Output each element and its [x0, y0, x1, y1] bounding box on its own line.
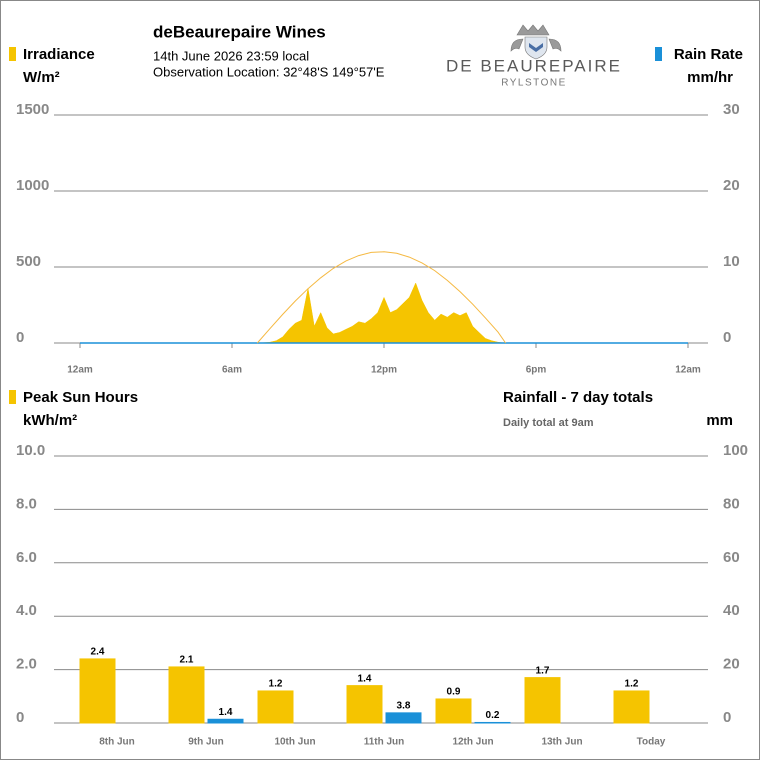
y2-tick-label: 20: [723, 656, 740, 673]
chart-subtitle: Daily total at 9am: [503, 417, 594, 429]
x-tick-label: 6pm: [526, 365, 547, 376]
x-tick-label: 12am: [67, 365, 93, 376]
y2-tick-label: 0: [723, 329, 731, 346]
bar: [346, 685, 383, 724]
x-tick-label: 11th Jun: [364, 737, 405, 748]
y-axis-label: W/m²: [23, 69, 60, 86]
x-tick-label: 9th Jun: [188, 737, 224, 748]
value-label: 0.2: [486, 710, 500, 721]
y-tick-label: 2.0: [16, 656, 37, 673]
y2-tick-label: 10: [723, 253, 740, 270]
y-tick-label: 10.0: [16, 442, 45, 459]
bar: [613, 690, 650, 724]
y-tick-label: 6.0: [16, 549, 37, 566]
y-tick-label: 1000: [16, 177, 49, 194]
logo-place: RYLSTONE: [501, 78, 567, 89]
irradiance-area: [257, 282, 505, 344]
timestamp: 14th June 2026 23:59 local: [153, 48, 309, 63]
y2-tick-label: 60: [723, 549, 740, 566]
legend-label: Irradiance: [23, 46, 95, 63]
value-label: 2.4: [91, 647, 105, 658]
bar: [435, 698, 472, 724]
chart-title: Rainfall - 7 day totals: [503, 389, 653, 406]
value-label: 1.4: [358, 673, 372, 684]
value-label: 1.4: [219, 707, 233, 718]
x-tick-label: Today: [637, 737, 666, 748]
legend-swatch: [9, 390, 16, 404]
bar: [257, 690, 294, 724]
bar: [79, 658, 116, 724]
legend-label: Rain Rate: [674, 46, 743, 63]
bar: [474, 721, 511, 724]
legend-swatch: [655, 47, 662, 61]
y-tick-label: 4.0: [16, 602, 37, 619]
x-tick-label: 12pm: [371, 365, 397, 376]
y-tick-label: 8.0: [16, 495, 37, 512]
y-tick-label: 0: [16, 329, 24, 346]
y2-tick-label: 100: [723, 442, 748, 459]
value-label: 1.7: [536, 665, 550, 676]
logo-name: DE BEAUREPAIRE: [446, 56, 622, 75]
value-label: 1.2: [625, 679, 639, 690]
x-tick-label: 6am: [222, 365, 242, 376]
y-tick-label: 1500: [16, 101, 49, 118]
x-tick-label: 12am: [675, 365, 701, 376]
location: Observation Location: 32°48'S 149°57'E: [153, 64, 385, 79]
bar: [524, 677, 561, 724]
value-label: 2.1: [180, 655, 194, 666]
y2-tick-label: 0: [723, 709, 731, 726]
y2-axis-label: mm: [706, 412, 733, 429]
clear-sky-curve: [256, 251, 507, 344]
value-label: 3.8: [397, 700, 411, 711]
x-tick-label: 8th Jun: [99, 737, 135, 748]
legend-label: Peak Sun Hours: [23, 389, 138, 406]
bar: [168, 666, 205, 724]
x-tick-label: 12th Jun: [452, 737, 493, 748]
value-label: 1.2: [269, 679, 283, 690]
x-tick-label: 13th Jun: [541, 737, 582, 748]
y2-tick-label: 20: [723, 177, 740, 194]
y2-axis-label: mm/hr: [687, 69, 733, 86]
bar: [385, 712, 422, 724]
y2-tick-label: 80: [723, 495, 740, 512]
y2-tick-label: 30: [723, 101, 740, 118]
y-tick-label: 0: [16, 709, 24, 726]
y2-tick-label: 40: [723, 602, 740, 619]
legend-swatch: [9, 47, 16, 61]
page-title: deBeaurepaire Wines: [153, 22, 326, 41]
y-axis-label: kWh/m²: [23, 412, 77, 429]
logo-crest: [510, 24, 562, 60]
x-tick-label: 10th Jun: [274, 737, 315, 748]
value-label: 0.9: [447, 687, 461, 698]
bar: [207, 718, 244, 724]
y-tick-label: 500: [16, 253, 41, 270]
